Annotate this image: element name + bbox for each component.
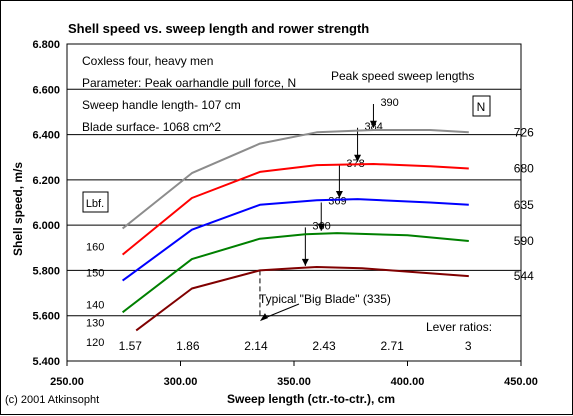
y-tick-label: 6.600 — [32, 84, 60, 96]
series-line-726 — [121, 129, 469, 230]
peak-arrow-head — [369, 120, 377, 128]
peak-arrow-head — [354, 154, 362, 162]
lever-ratio-value: 2.71 — [380, 339, 404, 353]
info-line: Coxless four, heavy men — [82, 54, 213, 68]
series-line-590 — [121, 232, 469, 314]
info-line: Parameter: Peak oarhandle pull force, N — [82, 76, 296, 90]
x-axis-label: Sweep length (ctr.-to-ctr.), cm — [227, 392, 395, 406]
lever-ratio-value: 1.86 — [176, 339, 200, 353]
y-tick-label: 5.800 — [32, 265, 60, 277]
axis-ticks: 5.400 5.600 5.800 6.000 6.200 6.400 6.600 6.800… — [32, 39, 537, 388]
typical-arrow-head — [259, 313, 268, 322]
y-tick-label: 5.600 — [32, 311, 60, 323]
peak-arrow-value: 390 — [380, 97, 398, 109]
x-tick-label: 250.00 — [50, 376, 84, 388]
series-label-lbf: 160 — [86, 242, 104, 254]
y-tick-label: 6.400 — [32, 130, 60, 142]
x-tick-label: 450.00 — [504, 376, 538, 388]
series-label-n: 635 — [514, 198, 534, 212]
series-label-lbf: 150 — [86, 268, 104, 280]
peak-speed-label: Peak speed sweep lengths — [331, 69, 474, 83]
y-tick-label: 5.400 — [32, 356, 60, 368]
series-labels: 726 680 160 635 150 590 140 544 130 120 — [86, 125, 534, 349]
info-line: Blade surface- 1068 cm^2 — [82, 120, 221, 134]
typical-leader — [261, 303, 300, 320]
lbf-extra-label: 120 — [86, 337, 104, 349]
n-box-label: N — [477, 100, 486, 114]
series-label-n: 590 — [514, 234, 534, 248]
peak-arrow-head — [301, 258, 309, 266]
series-line-635 — [122, 198, 469, 282]
series-line-680 — [121, 163, 469, 256]
peak-arrow-head — [317, 223, 325, 231]
typical-big-blade-label: Typical "Big Blade" (335) — [259, 292, 391, 306]
series-label-n: 726 — [514, 125, 534, 139]
lever-ratios-label: Lever ratios: — [426, 320, 492, 334]
lbf-box — [82, 191, 109, 213]
y-axis-label: Shell speed, m/s — [11, 162, 25, 256]
info-line: Sweep handle length- 107 cm — [82, 98, 241, 112]
x-tick-label: 400.00 — [391, 376, 425, 388]
series-line-544 — [135, 266, 469, 332]
y-tick-label: 6.200 — [32, 175, 60, 187]
y-tick-label: 6.800 — [32, 39, 60, 51]
lever-ratio-value: 2.14 — [244, 339, 268, 353]
series-lines — [121, 129, 469, 332]
series-label-lbf: 140 — [86, 299, 104, 311]
peak-arrow-value: 369 — [328, 196, 346, 208]
series-label-lbf: 130 — [86, 317, 104, 329]
y-tick-label: 6.000 — [32, 220, 60, 232]
n-box — [472, 95, 491, 117]
series-label-n: 544 — [514, 269, 534, 283]
lever-ratio-value: 2.43 — [312, 339, 336, 353]
lbf-label: Lbf. — [86, 198, 104, 210]
peak-arrow-head — [335, 190, 343, 198]
lever-ratio-value: 3 — [465, 339, 472, 353]
lever-ratio-value: 1.57 — [119, 339, 143, 353]
series-label-n: 680 — [514, 162, 534, 176]
x-tick-label: 300.00 — [164, 376, 198, 388]
x-tick-label: 350.00 — [277, 376, 311, 388]
peak-arrow-value: 360 — [312, 220, 330, 232]
chart-title: Shell speed vs. sweep length and rower s… — [68, 21, 369, 36]
copyright-note: (c) 2001 Atkinsopht — [5, 394, 99, 406]
